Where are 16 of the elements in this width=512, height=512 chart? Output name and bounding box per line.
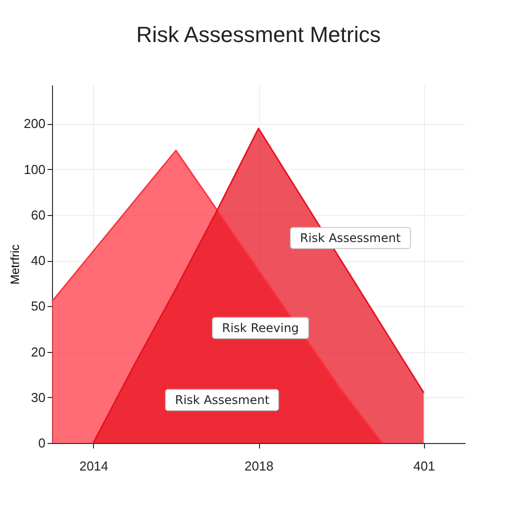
text: 40 bbox=[31, 253, 46, 268]
x-tick-label: 2014 bbox=[79, 458, 108, 474]
annotation: Risk Assesment bbox=[165, 389, 280, 411]
text: 200 bbox=[24, 116, 46, 132]
y-axis-title: Metrfric bbox=[8, 244, 22, 284]
text: 100 bbox=[24, 162, 46, 177]
text: 20 bbox=[31, 344, 46, 360]
text: 0 bbox=[38, 436, 46, 450]
text: 50 bbox=[31, 298, 46, 314]
text: 60 bbox=[31, 207, 46, 222]
annotation: Risk Assessment bbox=[290, 227, 411, 249]
chart-title: Risk Assessment Metrics bbox=[136, 22, 381, 47]
annotation: Risk Reeving bbox=[212, 317, 309, 339]
x-tick-label: 2018 bbox=[244, 458, 274, 474]
x-tick-label: 401 bbox=[413, 458, 436, 474]
text: 30 bbox=[31, 390, 46, 405]
